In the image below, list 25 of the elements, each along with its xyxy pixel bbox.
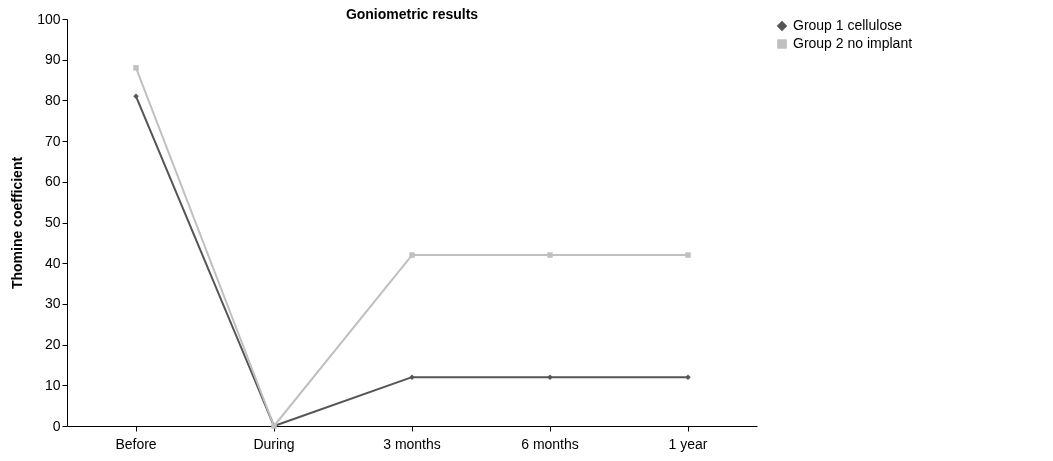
- x-tick-label: 6 months: [521, 435, 579, 452]
- y-tick-label: 80: [44, 91, 61, 108]
- y-tick-label: 10: [44, 376, 61, 393]
- y-tick-label: 20: [44, 336, 61, 353]
- point: [409, 252, 415, 258]
- y-tick-label: 40: [44, 254, 61, 271]
- y-tick-label: 30: [44, 295, 61, 312]
- y-tick-label: 70: [44, 132, 61, 149]
- legend-label: Group 1 cellulose: [793, 17, 903, 33]
- point: [547, 252, 553, 258]
- point: [133, 65, 139, 71]
- y-tick-label: 60: [44, 173, 61, 190]
- y-tick-label: 0: [52, 417, 61, 434]
- point: [685, 252, 691, 258]
- y-tick-label: 100: [37, 10, 61, 27]
- y-tick-label: 90: [44, 51, 61, 68]
- x-tick-label: 3 months: [383, 435, 441, 452]
- x-tick-label: Before: [115, 435, 157, 452]
- point: [133, 93, 139, 100]
- chart-title: Goniometric results: [345, 6, 479, 22]
- y-axis-title: Thomine coefficient: [9, 156, 26, 290]
- x-tick-label: 1 year: [668, 435, 708, 452]
- legend-label: Group 2 no implant: [793, 35, 913, 51]
- y-tick-label: 50: [44, 214, 61, 230]
- x-tick-label: During: [253, 435, 295, 452]
